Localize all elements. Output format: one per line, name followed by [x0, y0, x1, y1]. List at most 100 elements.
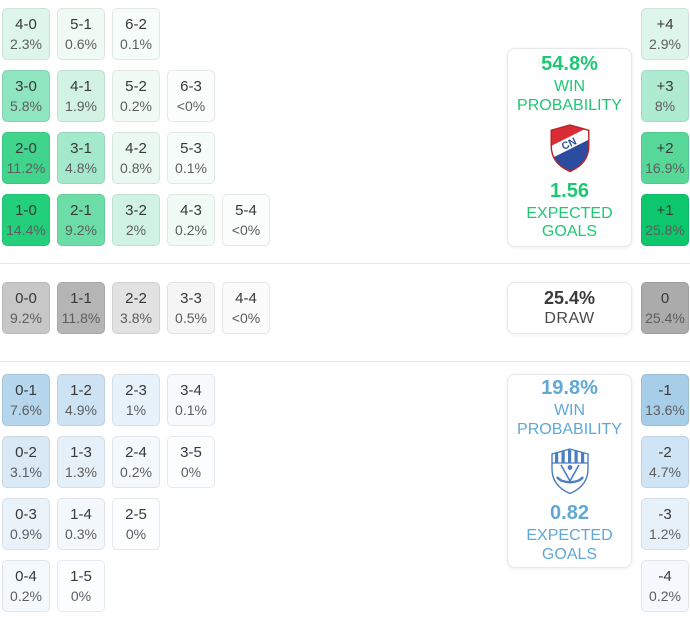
away-expected-goals-value: 0.82: [550, 502, 589, 524]
score-cell: 3-5 0%: [167, 436, 215, 488]
cell-probability: 1%: [125, 401, 147, 418]
cell-score: 3-1: [70, 140, 92, 158]
cell-probability: 2.3%: [10, 35, 42, 52]
score-row: 0-2 3.1% 1-3 1.3% 2-4 0.2% 3-5 0%: [2, 436, 215, 488]
goal-margin-cell: +2 16.9%: [641, 132, 689, 184]
cell-probability: 2.9%: [649, 35, 681, 52]
cell-probability: 25.8%: [645, 221, 685, 238]
cell-probability: 0.1%: [175, 159, 207, 176]
cell-probability: <0%: [231, 221, 261, 238]
cell-probability: 1.9%: [65, 97, 97, 114]
score-row: 4-0 2.3% 5-1 0.6% 6-2 0.1%: [2, 8, 270, 60]
draw-score-grid: 0-0 9.2% 1-1 11.8% 2-2 3.8% 3-3 0.5% 4-4 <0%: [2, 282, 270, 334]
cell-probability: 4.8%: [65, 159, 97, 176]
home-expected-goals-label: EXPECTED GOALS: [526, 204, 613, 241]
cell-score: 1-4: [70, 506, 92, 524]
cell-probability: 0.2%: [175, 221, 207, 238]
score-cell: 2-2 3.8%: [112, 282, 160, 334]
goal-margin-cell: -3 1.2%: [641, 498, 689, 550]
draw-goal-margin-column: 0 25.4%: [641, 282, 689, 334]
score-cell: 1-0 14.4%: [2, 194, 50, 246]
score-cell: 1-3 1.3%: [57, 436, 105, 488]
score-cell: 0-1 7.6%: [2, 374, 50, 426]
cell-score: -2: [658, 444, 672, 462]
draw-label: DRAW: [544, 310, 595, 327]
score-cell: 2-1 9.2%: [57, 194, 105, 246]
score-row: 2-0 11.2% 3-1 4.8% 4-2 0.8% 5-3 0.1%: [2, 132, 270, 184]
cell-score: 2-4: [125, 444, 147, 462]
score-cell: 1-4 0.3%: [57, 498, 105, 550]
score-cell: 4-3 0.2%: [167, 194, 215, 246]
cell-probability: <0%: [176, 97, 206, 114]
score-row: 3-0 5.8% 4-1 1.9% 5-2 0.2% 6-3 <0%: [2, 70, 270, 122]
cell-probability: 0.8%: [120, 159, 152, 176]
draw-probability-value: 25.4%: [543, 288, 596, 308]
cell-score: -3: [658, 506, 672, 524]
cell-score: 3-2: [125, 202, 147, 220]
cell-score: 3-3: [180, 290, 202, 308]
score-cell: 2-3 1%: [112, 374, 160, 426]
score-cell: 3-1 4.8%: [57, 132, 105, 184]
cell-score: 4-4: [235, 290, 257, 308]
cell-score: 5-2: [125, 78, 147, 96]
cell-score: 4-0: [15, 16, 37, 34]
away-win-probability-label: WIN PROBABILITY: [517, 402, 622, 439]
cell-probability: 0%: [125, 525, 147, 542]
cell-probability: 1.2%: [649, 525, 681, 542]
cell-score: 0-0: [15, 290, 37, 308]
goal-margin-cell: 0 25.4%: [641, 282, 689, 334]
score-cell: 1-2 4.9%: [57, 374, 105, 426]
score-cell: 5-4 <0%: [222, 194, 270, 246]
cell-probability: 13.6%: [645, 401, 685, 418]
cell-probability: 0.2%: [120, 463, 152, 480]
cell-score: 0: [660, 290, 670, 308]
cell-probability: <0%: [231, 309, 261, 326]
score-cell: 4-2 0.8%: [112, 132, 160, 184]
goal-margin-cell: -2 4.7%: [641, 436, 689, 488]
cell-score: 1-5: [70, 568, 92, 586]
score-cell: 4-1 1.9%: [57, 70, 105, 122]
cell-probability: 5.8%: [10, 97, 42, 114]
cell-probability: 11.8%: [61, 309, 101, 326]
score-row: 0-1 7.6% 1-2 4.9% 2-3 1% 3-4 0.1%: [2, 374, 215, 426]
cell-score: 3-0: [15, 78, 37, 96]
cell-score: 4-2: [125, 140, 147, 158]
cell-probability: 25.4%: [645, 309, 685, 326]
score-cell: 3-2 2%: [112, 194, 160, 246]
cell-probability: 0.6%: [65, 35, 97, 52]
cell-score: 4-1: [70, 78, 92, 96]
score-cell: 6-3 <0%: [167, 70, 215, 122]
score-cell: 4-0 2.3%: [2, 8, 50, 60]
cell-score: 1-1: [70, 290, 92, 308]
goal-margin-cell: +1 25.8%: [641, 194, 689, 246]
cell-probability: 0.2%: [120, 97, 152, 114]
cell-score: 0-3: [15, 506, 37, 524]
cell-score: 2-3: [125, 382, 147, 400]
score-row: 0-4 0.2% 1-5 0%: [2, 560, 215, 612]
goal-margin-cell: -4 0.2%: [641, 560, 689, 612]
score-cell: 3-0 5.8%: [2, 70, 50, 122]
cell-score: 2-0: [15, 140, 37, 158]
cell-score: 5-1: [70, 16, 92, 34]
away-goal-margin-column: -1 13.6% -2 4.7% -3 1.2% -4 0.2%: [641, 374, 689, 612]
score-cell: 2-4 0.2%: [112, 436, 160, 488]
cell-probability: 0.5%: [175, 309, 207, 326]
cell-score: 2-5: [125, 506, 147, 524]
cell-probability: 2%: [125, 221, 147, 238]
cell-score: 3-4: [180, 382, 202, 400]
cell-score: 2-2: [125, 290, 147, 308]
away-expected-goals-label: EXPECTED GOALS: [526, 527, 613, 563]
cell-probability: 9.2%: [65, 221, 97, 238]
score-cell: 2-5 0%: [112, 498, 160, 550]
cell-score: 6-2: [125, 16, 147, 34]
score-row: 0-0 9.2% 1-1 11.8% 2-2 3.8% 3-3 0.5% 4-4 <0%: [2, 282, 270, 334]
score-cell: 1-1 11.8%: [57, 282, 105, 334]
cell-score: 4-3: [180, 202, 202, 220]
cell-probability: 4.7%: [649, 463, 681, 480]
score-cell: 0-4 0.2%: [2, 560, 50, 612]
cell-score: 1-2: [70, 382, 92, 400]
cell-probability: 0.3%: [65, 525, 97, 542]
